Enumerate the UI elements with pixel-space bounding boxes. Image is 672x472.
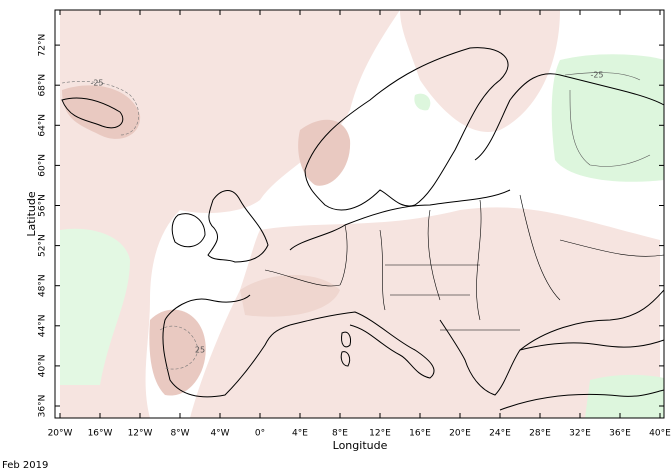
y-tick-label: 68°N [38,74,48,97]
x-tick-label: 8°E [332,429,348,439]
x-tick-label: 20°E [449,429,471,439]
x-axis-label: Longitude [333,439,388,452]
ireland [171,213,206,248]
x-tick-label: 12°W [128,429,153,439]
field-mid-pink [240,275,340,317]
italy-coast [289,311,435,379]
balkans-black-sea-coast [439,319,665,396]
x-tick-label: 20°W [48,429,73,439]
x-tick-label: 4°W [210,429,229,439]
field-light-pink [400,10,560,132]
corsica-sardinia [340,331,351,367]
field-green [551,54,664,182]
contour-label: -25 [90,79,103,88]
y-tick-label: 44°N [38,314,48,337]
scandinavia [304,47,509,211]
x-tick-label: 16°W [88,429,113,439]
turkey-coast [499,389,665,411]
field-dark-pink [298,119,351,186]
finland-russia-coast [474,73,665,161]
y-tick-label: 48°N [38,274,48,297]
great-britain [207,190,269,263]
y-tick-label: 36°N [38,395,48,418]
field-green [414,93,431,111]
field-light-pink [190,207,660,418]
y-tick-label: 56°N [38,194,48,217]
x-tick-label: 32°E [569,429,591,439]
map-frame [54,9,665,419]
iceland [61,97,124,129]
north-sea-baltic-coast [289,189,511,251]
contour-line [159,325,199,370]
y-axis-label: Latitude [25,191,38,237]
contour-line [61,81,139,136]
contour-lines [61,72,651,370]
y-tick-label: 60°N [38,154,48,177]
x-tick-label: 24°E [489,429,511,439]
contour-label: -25 [590,71,603,80]
y-tick-label: 64°N [38,114,48,137]
x-tick-label: 36°E [609,429,631,439]
x-tick-label: 16°E [409,429,431,439]
contour-label: 25 [195,346,205,355]
black-sea-north [519,289,665,351]
iberia [162,294,291,398]
x-tick-label: 0° [255,429,265,439]
country-borders [264,194,665,331]
y-tick-label: 72°N [38,34,48,57]
field-green [60,228,130,385]
coastlines [61,47,665,411]
x-tick-label: 12°E [369,429,391,439]
y-tick-label: 52°N [38,234,48,257]
x-tick-label: 4°E [292,429,308,439]
field-light-pink [60,10,400,418]
x-tick-label: 28°E [529,429,551,439]
caption: Feb 2019 [2,460,48,471]
contour-line [564,72,651,167]
x-tick-label: 8°W [170,429,189,439]
x-tick-label: 40°E [649,429,671,439]
y-tick-label: 40°N [38,355,48,378]
